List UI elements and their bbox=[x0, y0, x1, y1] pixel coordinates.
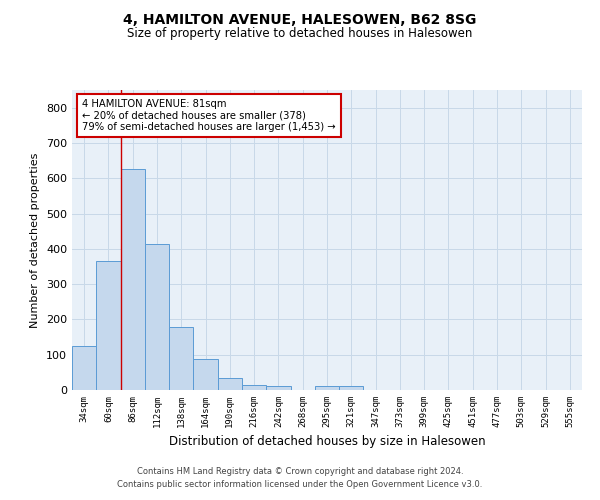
Text: Size of property relative to detached houses in Halesowen: Size of property relative to detached ho… bbox=[127, 28, 473, 40]
Bar bbox=[315, 386, 339, 390]
Bar bbox=[121, 170, 145, 390]
Y-axis label: Number of detached properties: Number of detached properties bbox=[31, 152, 40, 328]
Bar bbox=[169, 327, 193, 390]
Bar bbox=[242, 384, 266, 390]
Text: Contains HM Land Registry data © Crown copyright and database right 2024.: Contains HM Land Registry data © Crown c… bbox=[137, 467, 463, 476]
Bar bbox=[72, 346, 96, 390]
Bar bbox=[96, 261, 121, 390]
Text: 4 HAMILTON AVENUE: 81sqm
← 20% of detached houses are smaller (378)
79% of semi-: 4 HAMILTON AVENUE: 81sqm ← 20% of detach… bbox=[82, 99, 336, 132]
Bar bbox=[266, 386, 290, 390]
Text: 4, HAMILTON AVENUE, HALESOWEN, B62 8SG: 4, HAMILTON AVENUE, HALESOWEN, B62 8SG bbox=[124, 12, 476, 26]
Bar bbox=[218, 378, 242, 390]
Text: Contains public sector information licensed under the Open Government Licence v3: Contains public sector information licen… bbox=[118, 480, 482, 489]
Bar bbox=[193, 359, 218, 390]
Bar bbox=[339, 386, 364, 390]
X-axis label: Distribution of detached houses by size in Halesowen: Distribution of detached houses by size … bbox=[169, 436, 485, 448]
Bar bbox=[145, 244, 169, 390]
